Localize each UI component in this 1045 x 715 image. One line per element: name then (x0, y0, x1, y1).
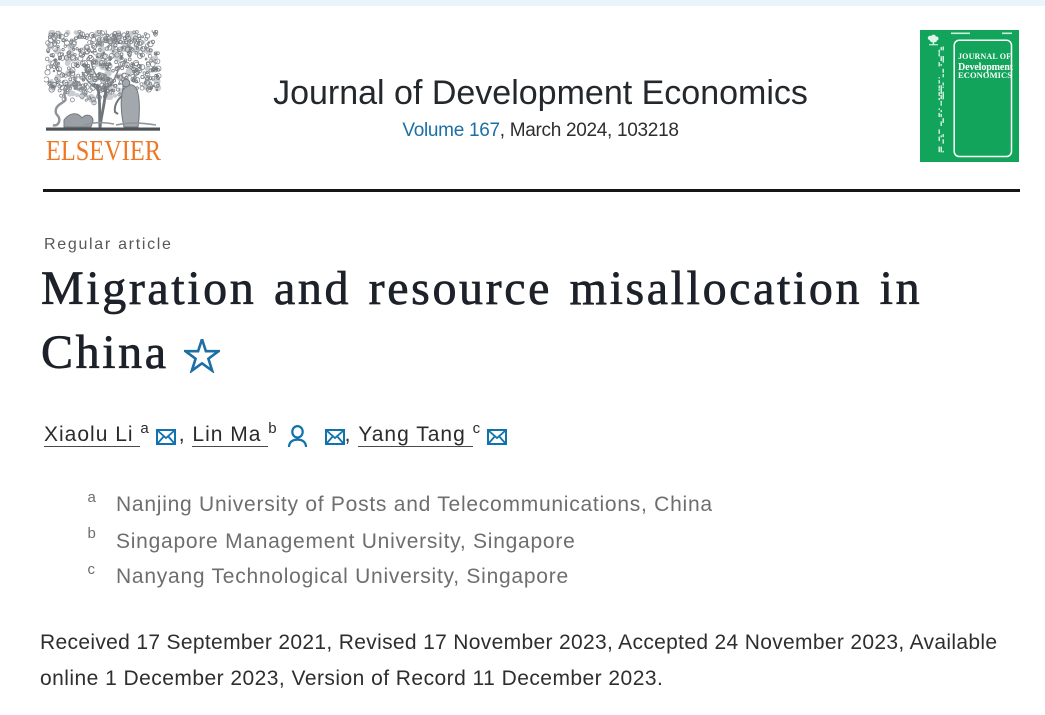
svg-text:Development: Development (958, 62, 1014, 73)
svg-text:JOURNAL OF: JOURNAL OF (958, 52, 1011, 61)
svg-text:ECONOMICS: ECONOMICS (958, 70, 1012, 80)
